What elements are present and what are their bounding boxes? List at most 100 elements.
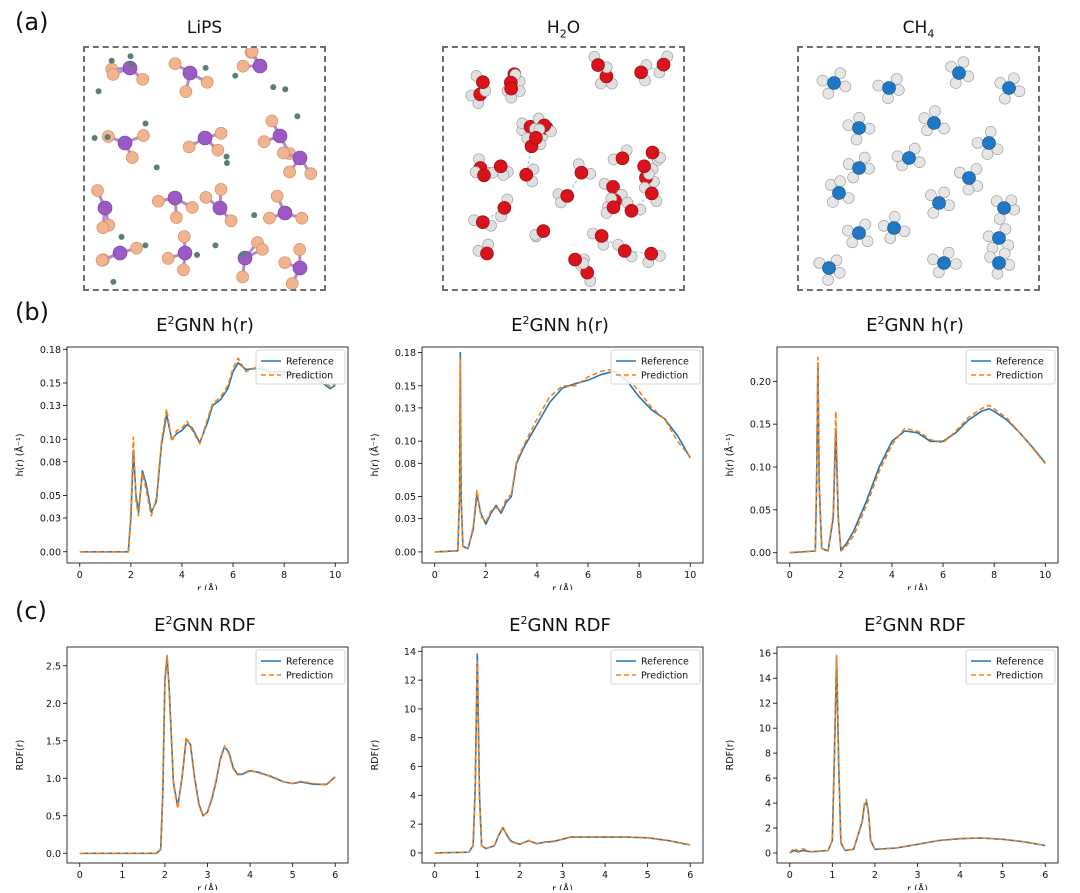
sulfur-atom: [170, 211, 183, 224]
y-tick-label: 12: [759, 699, 771, 710]
sulfur-atom: [168, 57, 182, 70]
legend-label: Prediction: [286, 371, 333, 382]
oxygen-atom: [529, 130, 543, 145]
plot-title-b2: E2GNN h(r): [410, 314, 710, 336]
carbon-atom: [962, 171, 976, 185]
legend: Reference Prediction: [255, 649, 346, 685]
plot-frame: [66, 346, 349, 564]
title-main: H: [546, 18, 560, 38]
carbon-atom: [952, 66, 966, 80]
title-sub: 2: [559, 27, 567, 41]
y-tick-label: 12: [404, 676, 416, 687]
hydrogen-atom: [847, 171, 859, 184]
sulfur-atom: [270, 189, 284, 203]
phosphorus-atom: [177, 245, 193, 261]
x-tick-label: 10: [684, 570, 696, 581]
plot-title-c2: E2GNN RDF: [410, 614, 710, 636]
hydrogen-atom: [891, 150, 904, 163]
oxygen-atom: [560, 189, 575, 203]
hydrogen-atom: [970, 163, 983, 175]
sulfur-atom: [136, 72, 150, 86]
hydrogen-atom: [890, 73, 903, 85]
hydrogen-atom: [842, 224, 854, 237]
title-end: O: [566, 18, 581, 38]
reference-line: [79, 361, 336, 553]
lithium-atom: [212, 242, 219, 249]
oxygen-atom: [644, 246, 659, 261]
x-axis-label: r (Å): [197, 883, 218, 890]
x-tick-label: 4: [602, 870, 608, 881]
x-tick-label: 1: [829, 870, 835, 881]
sulfur-atom: [283, 165, 296, 179]
y-tick-label: 0.05: [750, 505, 771, 516]
title-prefix: E: [864, 615, 876, 636]
lithium-atom: [223, 159, 230, 166]
y-axis-label: h(r) (Å⁻¹): [369, 433, 381, 476]
oxygen-atom: [497, 201, 512, 215]
carbon-atom: [997, 201, 1011, 215]
oxygen-atom: [475, 215, 490, 229]
hydrogen-atom: [822, 274, 834, 286]
legend-label: Prediction: [641, 371, 688, 382]
legend: Reference Prediction: [610, 649, 701, 685]
y-tick-label: 0.13: [395, 403, 416, 414]
lithium-atom: [142, 120, 149, 127]
sulfur-atom: [177, 263, 190, 277]
hydrogen-atom: [816, 74, 829, 87]
y-tick-label: 2.5: [46, 661, 61, 672]
x-tick-label: 2: [517, 870, 523, 881]
y-tick-label: 14: [404, 647, 416, 658]
y-tick-label: 0.15: [395, 381, 416, 392]
hydrogen-atom: [888, 211, 901, 223]
y-tick-label: 0.03: [40, 514, 61, 525]
sulfur-atom: [214, 127, 228, 140]
phosphorus-atom: [212, 200, 228, 216]
hydrogen-atom: [827, 196, 839, 208]
lithium-atom: [128, 61, 135, 68]
carbon-atom: [882, 81, 896, 95]
plot-title-b3: E2GNN h(r): [765, 314, 1065, 336]
y-tick-label: 0.10: [40, 435, 61, 446]
hydrogen-atom: [842, 119, 855, 131]
sulfur-atom: [200, 75, 214, 89]
carbon-atom: [932, 196, 946, 210]
x-axis-label: r (Å): [552, 883, 573, 890]
oxygen-atom: [536, 224, 551, 238]
oxygen-atom: [477, 168, 491, 183]
prediction-line: [789, 356, 1046, 554]
hydrogen-atom: [1005, 194, 1018, 207]
x-tick-label: 4: [957, 870, 963, 881]
y-tick-label: 0.08: [395, 459, 416, 470]
title-prefix: E: [154, 615, 166, 636]
lithium-atom: [108, 57, 115, 64]
hydrogen-atom: [984, 251, 996, 263]
lithium-atom: [194, 251, 201, 258]
x-axis-label: r (Å): [907, 883, 928, 890]
title-sup: 2: [165, 614, 173, 627]
phosphorus-atom: [197, 130, 213, 146]
y-tick-label: 0.10: [750, 463, 771, 474]
x-axis-label: r (Å): [552, 583, 573, 590]
sulfur-atom: [257, 135, 271, 148]
y-tick-label: 2.0: [46, 699, 61, 710]
lithium-atom: [95, 88, 102, 95]
lithium-atom: [223, 153, 230, 160]
y-tick-label: 0.15: [40, 379, 61, 390]
hydrogen-atom: [998, 247, 1011, 260]
y-axis-label: h(r) (Å⁻¹): [724, 433, 736, 476]
sulfur-atom: [106, 68, 120, 81]
phosphorus-atom: [167, 190, 183, 206]
carbon-atom: [902, 151, 916, 165]
hydrogen-atom: [927, 253, 939, 266]
reference-line: [79, 655, 336, 855]
title-sup: 2: [875, 614, 883, 627]
carbon-atom: [1002, 81, 1016, 95]
y-tick-label: 8: [765, 749, 771, 760]
sulfur-atom: [256, 243, 269, 256]
y-tick-label: 0.20: [750, 377, 771, 388]
prediction-line: [434, 660, 691, 854]
x-tick-label: 6: [332, 870, 338, 881]
y-tick-label: 0.05: [395, 492, 416, 503]
